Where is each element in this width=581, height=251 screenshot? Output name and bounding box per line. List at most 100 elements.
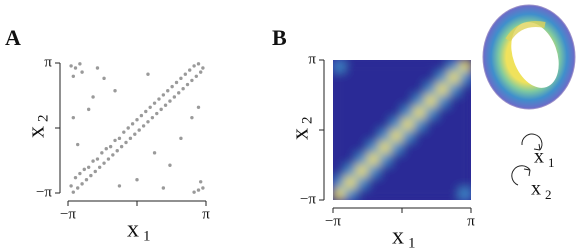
heatmap-cell — [402, 165, 414, 177]
heatmap-cell — [448, 130, 460, 142]
heatmap-cell — [391, 95, 403, 107]
point — [162, 186, 165, 189]
heatmap-cell — [425, 165, 437, 177]
point — [91, 95, 94, 98]
heatmap-cell — [414, 142, 426, 154]
point — [96, 157, 99, 160]
heatmap-cell — [425, 60, 437, 72]
heatmap-cell — [460, 95, 472, 107]
point — [120, 145, 123, 148]
heatmap-cell — [448, 142, 460, 154]
heatmap-cells — [333, 60, 472, 201]
point — [113, 89, 116, 92]
y-tick-label: −π — [36, 184, 52, 200]
point — [107, 157, 110, 160]
heatmap-cell — [448, 60, 460, 72]
heatmap-cell — [414, 153, 426, 165]
heatmap-cell — [333, 72, 345, 84]
heatmap-cell — [437, 72, 449, 84]
heatmap-cell — [356, 165, 368, 177]
heatmap-cell — [414, 130, 426, 142]
heatmap-cell — [391, 60, 403, 72]
axis-label-text: x — [24, 126, 50, 138]
point — [80, 70, 83, 73]
axis-label: x2 — [24, 115, 52, 139]
point — [96, 66, 99, 69]
heatmap-cell — [368, 60, 380, 72]
point — [153, 151, 156, 154]
heatmap-cell — [379, 83, 391, 95]
point — [184, 73, 187, 76]
heatmap-cell — [379, 165, 391, 177]
axis-label: x1 — [392, 224, 416, 251]
heatmap-cell — [333, 118, 345, 130]
heatmap-cell — [402, 142, 414, 154]
point — [153, 101, 156, 104]
point — [87, 166, 90, 169]
point — [146, 120, 149, 123]
y-tick-label: π — [44, 54, 52, 70]
heatmap-cell — [448, 165, 460, 177]
point — [162, 93, 165, 96]
axis-label-sub: 2 — [35, 115, 51, 123]
heatmap-cell — [379, 153, 391, 165]
heatmap-cell — [345, 60, 357, 72]
point — [124, 141, 127, 144]
heatmap-cell — [356, 153, 368, 165]
diagram-label-text: x — [534, 146, 544, 168]
axis-label-sub: 1 — [408, 235, 416, 251]
point — [186, 83, 189, 86]
heatmap-cell — [391, 142, 403, 154]
point — [151, 116, 154, 119]
point — [111, 153, 114, 156]
point — [89, 174, 92, 177]
heatmap-cell — [437, 60, 449, 72]
point — [197, 188, 200, 191]
heatmap-cell — [460, 72, 472, 84]
point — [188, 68, 191, 71]
point — [122, 130, 125, 133]
point — [78, 172, 81, 175]
axis-label-text: x — [392, 224, 404, 250]
axis-label: x2 — [288, 117, 316, 141]
heatmap-cell — [379, 118, 391, 130]
point — [87, 108, 90, 111]
x-tick-label: π — [202, 206, 210, 222]
heatmap-cell — [345, 165, 357, 177]
heatmap-cell — [333, 83, 345, 95]
heatmap-cell — [379, 95, 391, 107]
point — [109, 145, 112, 148]
diagram-label-sub: 2 — [545, 187, 552, 202]
heatmap-cell — [414, 165, 426, 177]
point — [76, 186, 79, 189]
point — [177, 91, 180, 94]
point — [69, 184, 72, 187]
heatmap-cell — [368, 165, 380, 177]
diagram-label-sub: 1 — [548, 155, 555, 170]
heatmap-cell — [368, 142, 380, 154]
heatmap-cell — [437, 83, 449, 95]
point — [168, 99, 171, 102]
point — [100, 151, 103, 154]
point — [190, 79, 193, 82]
heatmap-cell — [425, 153, 437, 165]
heatmap-cell — [368, 188, 380, 200]
heatmap-cell — [402, 72, 414, 84]
heatmap-cell — [333, 188, 345, 200]
point — [168, 164, 171, 167]
heatmap-cell — [425, 142, 437, 154]
heatmap-cell — [425, 188, 437, 200]
heatmap-cell — [345, 130, 357, 142]
heatmap-cell — [402, 188, 414, 200]
point — [175, 81, 178, 84]
heatmap-cell — [345, 153, 357, 165]
heatmap-cell — [379, 72, 391, 84]
heatmap-cell — [391, 177, 403, 189]
point — [91, 159, 94, 162]
heatmap-cell — [402, 83, 414, 95]
point — [78, 62, 81, 65]
heatmap-cell — [345, 107, 357, 119]
point — [74, 176, 77, 179]
heatmap-cell — [333, 177, 345, 189]
